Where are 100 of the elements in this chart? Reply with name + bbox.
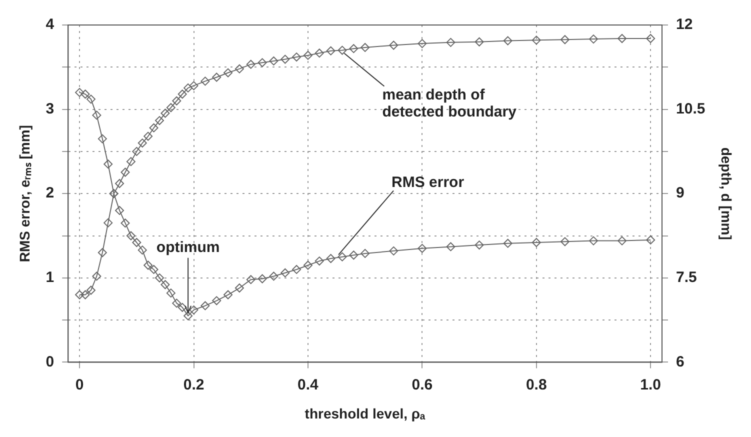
point — [92, 272, 102, 281]
point — [160, 280, 170, 290]
point — [588, 34, 598, 44]
point — [360, 248, 370, 258]
x-tick-label: 0.4 — [298, 376, 320, 394]
y-axis-title: RMS error, eᵣₘₛ [mm] — [16, 125, 32, 262]
point — [326, 254, 336, 264]
point — [184, 83, 193, 92]
x-tick-label: 1.0 — [640, 376, 662, 394]
point — [234, 64, 244, 74]
point — [446, 242, 456, 252]
x-tick-label: 0 — [75, 376, 84, 394]
y2-tick-label: 9 — [676, 184, 684, 202]
point — [560, 35, 570, 44]
point — [104, 218, 113, 228]
point — [269, 272, 278, 281]
point — [212, 296, 222, 306]
point — [149, 264, 158, 274]
y-tick-label: 1 — [46, 269, 54, 286]
point — [618, 34, 627, 43]
point — [155, 116, 164, 126]
y2-tick-label: 12 — [676, 16, 693, 34]
y-tick-label: 4 — [46, 16, 55, 34]
point — [418, 39, 427, 48]
point — [200, 76, 210, 86]
point — [80, 90, 90, 99]
y-tick-label: 0 — [46, 353, 54, 370]
point — [389, 246, 398, 256]
point — [92, 110, 102, 120]
point — [120, 168, 130, 177]
point — [349, 44, 358, 54]
point — [269, 56, 278, 66]
point — [80, 290, 90, 300]
point — [389, 40, 398, 50]
point — [172, 298, 182, 308]
point — [149, 123, 158, 132]
point — [160, 108, 170, 118]
point — [132, 238, 142, 247]
y2-tick-label: 7.5 — [676, 269, 697, 286]
x-tick-label: 0.2 — [183, 376, 204, 394]
point — [172, 96, 182, 106]
point — [166, 103, 176, 112]
point — [532, 36, 541, 45]
point — [280, 268, 290, 278]
annotation: RMS error — [392, 174, 464, 191]
annotation: optimum — [156, 238, 220, 256]
point — [503, 36, 512, 46]
point — [200, 301, 210, 310]
point — [104, 160, 113, 169]
point — [338, 252, 347, 262]
point — [166, 288, 176, 298]
point — [292, 52, 302, 62]
point — [646, 235, 656, 244]
point — [532, 238, 541, 247]
point — [189, 305, 198, 314]
point — [303, 50, 312, 60]
annotation: mean depth of detected boundary — [382, 86, 518, 120]
point — [646, 34, 656, 43]
point — [138, 138, 147, 148]
point — [258, 274, 267, 284]
point — [314, 48, 324, 58]
point — [115, 178, 124, 188]
y2-axis-title: depth, d [mm] — [718, 147, 735, 240]
point — [560, 237, 570, 246]
point — [126, 157, 136, 166]
point — [246, 60, 256, 69]
y2-tick-label: 10.5 — [676, 100, 706, 118]
point — [224, 68, 233, 78]
y-tick-label: 2 — [46, 184, 54, 202]
point — [178, 302, 187, 312]
point — [326, 46, 336, 56]
point — [618, 236, 627, 246]
point — [280, 54, 290, 64]
point — [98, 248, 107, 258]
point — [418, 244, 427, 253]
point — [86, 286, 96, 295]
point — [75, 88, 84, 97]
point — [303, 260, 312, 270]
point — [234, 284, 244, 293]
point — [189, 81, 198, 90]
point — [224, 290, 233, 300]
point — [144, 260, 153, 270]
point — [184, 311, 193, 320]
point — [144, 132, 153, 141]
point — [314, 256, 324, 266]
point — [178, 90, 187, 99]
point — [474, 37, 484, 46]
point — [349, 250, 358, 260]
point — [98, 134, 107, 144]
point — [338, 46, 347, 55]
point — [132, 146, 142, 156]
point — [120, 218, 130, 228]
point — [360, 42, 370, 52]
point — [212, 72, 222, 82]
point — [138, 246, 147, 255]
point — [86, 94, 96, 104]
point — [292, 264, 302, 274]
point — [503, 238, 512, 248]
x-tick-label: 0.8 — [526, 376, 547, 394]
x-axis-title: threshold level, ρₐ — [304, 405, 426, 422]
